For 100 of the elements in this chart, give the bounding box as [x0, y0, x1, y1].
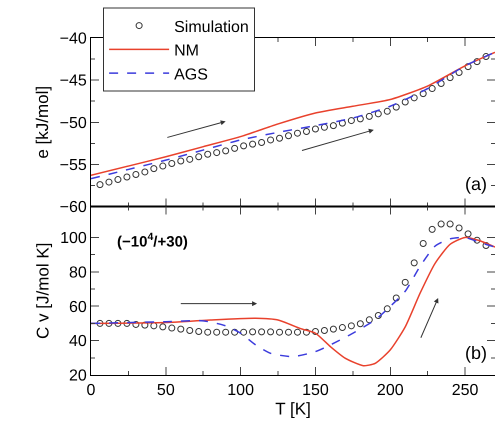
point [330, 122, 337, 130]
legend-label: Simulation [174, 18, 249, 36]
point [294, 328, 301, 336]
point [302, 128, 310, 136]
y-tick-label: −45 [60, 72, 87, 90]
point [186, 156, 194, 163]
point [132, 170, 140, 178]
point [105, 320, 112, 327]
point [285, 132, 292, 140]
y-tick-label: −40 [60, 30, 87, 48]
point [231, 328, 238, 336]
point [482, 242, 490, 250]
point [285, 328, 292, 336]
point [267, 136, 274, 144]
point [402, 98, 409, 106]
point [420, 90, 427, 98]
point [213, 149, 220, 156]
legend-label: NM [174, 42, 200, 60]
x-tick-label: 150 [302, 382, 329, 400]
point [464, 230, 472, 238]
point [294, 130, 301, 137]
y-tick-label: 60 [69, 298, 87, 316]
point [249, 140, 256, 148]
point [348, 117, 355, 124]
point [356, 320, 364, 328]
point [456, 69, 463, 76]
point [338, 324, 346, 332]
point [464, 63, 472, 70]
point [141, 322, 148, 329]
point [177, 326, 184, 333]
point [348, 322, 355, 330]
point [177, 158, 184, 165]
point [438, 80, 445, 87]
y-tick-label: −55 [60, 156, 87, 174]
point [438, 220, 445, 228]
point [392, 294, 400, 302]
point [276, 328, 284, 336]
point [159, 323, 166, 330]
point [338, 120, 346, 127]
point [195, 328, 202, 335]
point [186, 326, 194, 334]
point [123, 320, 130, 327]
annotation: (−10$^{4}$/+30) [117, 231, 188, 250]
point [374, 110, 382, 118]
x-tick-label: 50 [156, 382, 175, 400]
point [114, 320, 122, 327]
legend-label: AGS [174, 66, 208, 84]
point [446, 74, 454, 82]
x-tick-label: 0 [86, 382, 96, 400]
point [267, 328, 274, 336]
point [222, 328, 230, 336]
point [474, 236, 481, 244]
point [132, 320, 140, 328]
point [249, 328, 256, 336]
point [204, 328, 212, 336]
point [168, 324, 176, 332]
point [482, 53, 490, 60]
y-tick-label: 20 [69, 368, 87, 385]
point [420, 240, 427, 247]
point [240, 328, 248, 336]
point [302, 328, 310, 336]
point [384, 108, 391, 115]
point [204, 150, 212, 158]
point [96, 181, 104, 188]
y-tick-label: −60 [60, 199, 87, 216]
point [159, 162, 166, 170]
point [150, 165, 158, 172]
x-tick-label: 100 [227, 382, 254, 400]
point [258, 328, 266, 336]
y-tick-label: −50 [60, 114, 87, 132]
point [384, 305, 391, 312]
point [320, 124, 328, 131]
y-tick-label: 100 [60, 230, 87, 248]
point [428, 226, 436, 233]
point [213, 328, 220, 336]
point [330, 326, 337, 333]
annotation: (a) [465, 174, 487, 194]
point [456, 224, 463, 232]
y-axis-title: e [kJ/mol] [33, 86, 52, 159]
y-tick-label: 80 [69, 264, 87, 282]
point [312, 125, 319, 132]
x-axis-title: T [K] [275, 400, 311, 419]
x-tick-label: 250 [452, 382, 479, 400]
point [96, 320, 104, 327]
point [114, 176, 122, 184]
point [428, 85, 436, 92]
annotation: (b) [465, 343, 487, 363]
point [105, 178, 112, 186]
point [222, 147, 230, 154]
point [402, 278, 409, 286]
x-tick-label: 200 [376, 382, 404, 400]
point [410, 259, 418, 266]
point [366, 316, 373, 324]
point [366, 112, 373, 120]
point [320, 326, 328, 334]
point [312, 328, 319, 335]
point [195, 153, 202, 160]
point [474, 58, 481, 66]
point [258, 138, 266, 146]
y-tick-label: 40 [69, 333, 87, 350]
